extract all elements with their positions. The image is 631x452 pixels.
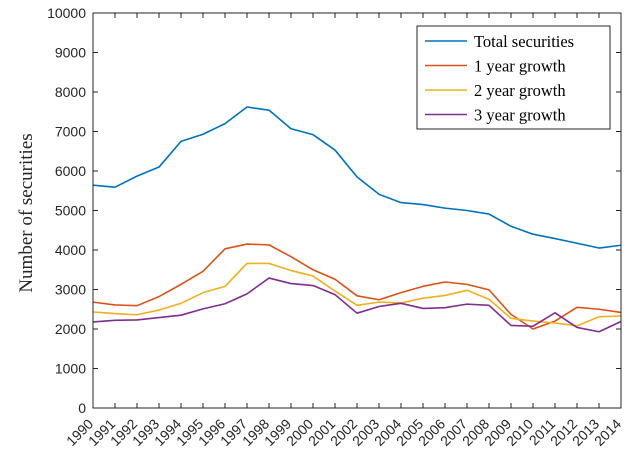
legend-label-3: 2 year growth <box>474 81 566 100</box>
y-tick-label: 5000 <box>55 203 86 219</box>
legend-box <box>416 25 611 130</box>
legend: Total securities 1 year growth 2 year grow… <box>416 25 611 130</box>
y-axis-label: Number of securities <box>16 133 37 292</box>
legend-label-1: Total securities <box>474 32 574 51</box>
y-tick-label: 10000 <box>47 5 86 21</box>
series-lines <box>92 106 622 333</box>
y-tick-label: 2000 <box>55 321 86 337</box>
axes <box>92 12 622 409</box>
y-tick-label: 4000 <box>55 242 86 258</box>
series-line-4 <box>92 277 622 333</box>
y-tick-label: 3000 <box>55 282 86 298</box>
y-axis-tick-labels: 0 1000 2000 3000 4000 5000 6000 7000 8000 9000 100… <box>47 5 86 416</box>
series-line-3 <box>92 262 622 327</box>
y-tick-label: 7000 <box>55 124 86 140</box>
series-line-1 <box>92 106 622 249</box>
y-tick-label: 8000 <box>55 84 86 100</box>
y-tick-label: 1000 <box>55 361 86 377</box>
y-tick-label: 9000 <box>55 45 86 61</box>
x-axis-tick-labels: 1990199119921993199419951996199719981999… <box>63 415 624 448</box>
x-tick-label: 2014 <box>591 415 624 448</box>
series-line-2 <box>92 243 622 330</box>
y-tick-label: 6000 <box>55 163 86 179</box>
legend-label-4: 3 year growth <box>474 106 566 125</box>
legend-label-2: 1 year growth <box>474 57 566 76</box>
y-tick-label: 0 <box>78 400 86 416</box>
